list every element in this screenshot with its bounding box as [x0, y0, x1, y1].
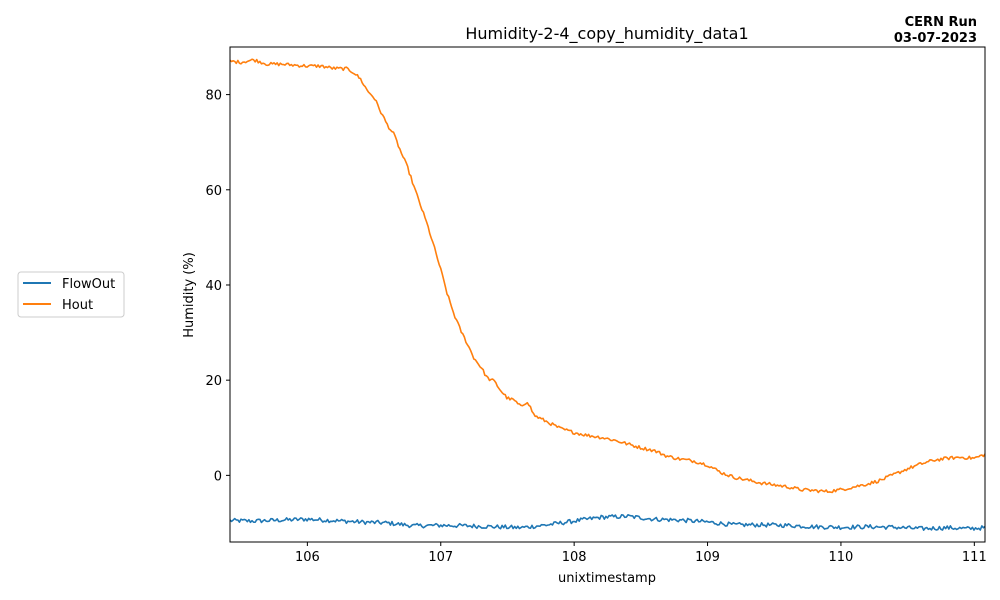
y-tick-label: 60	[205, 184, 222, 199]
chart-title: Humidity-2-4_copy_humidity_data1	[465, 24, 748, 44]
y-axis: 0 20 40 60 80	[205, 89, 230, 484]
x-tick-label: 106	[295, 550, 320, 565]
x-axis: 106 107 108 109 110 111	[295, 542, 987, 565]
plot-frame	[229, 46, 986, 543]
y-axis-label: Humidity (%)	[182, 252, 197, 338]
legend-label-flowout: FlowOut	[62, 277, 115, 292]
x-tick-label: 111	[962, 550, 987, 565]
legend: FlowOut Hout	[17, 271, 125, 318]
y-tick-label: 80	[205, 89, 222, 104]
y-tick-label: 40	[205, 279, 222, 294]
x-axis-label: unixtimestamp	[558, 571, 656, 586]
x-tick-label: 108	[562, 550, 587, 565]
x-tick-label: 107	[428, 550, 453, 565]
y-tick-label: 0	[214, 469, 222, 484]
plot-area	[230, 58, 985, 531]
y-tick-label: 20	[205, 374, 222, 389]
series-line-flowout	[230, 513, 985, 531]
x-tick-label: 110	[829, 550, 854, 565]
series-line-hout	[230, 58, 985, 494]
corner-label-run: CERN Run	[905, 15, 977, 30]
corner-label-date: 03-07-2023	[894, 31, 977, 46]
legend-label-hout: Hout	[62, 298, 93, 313]
x-tick-label: 109	[695, 550, 720, 565]
